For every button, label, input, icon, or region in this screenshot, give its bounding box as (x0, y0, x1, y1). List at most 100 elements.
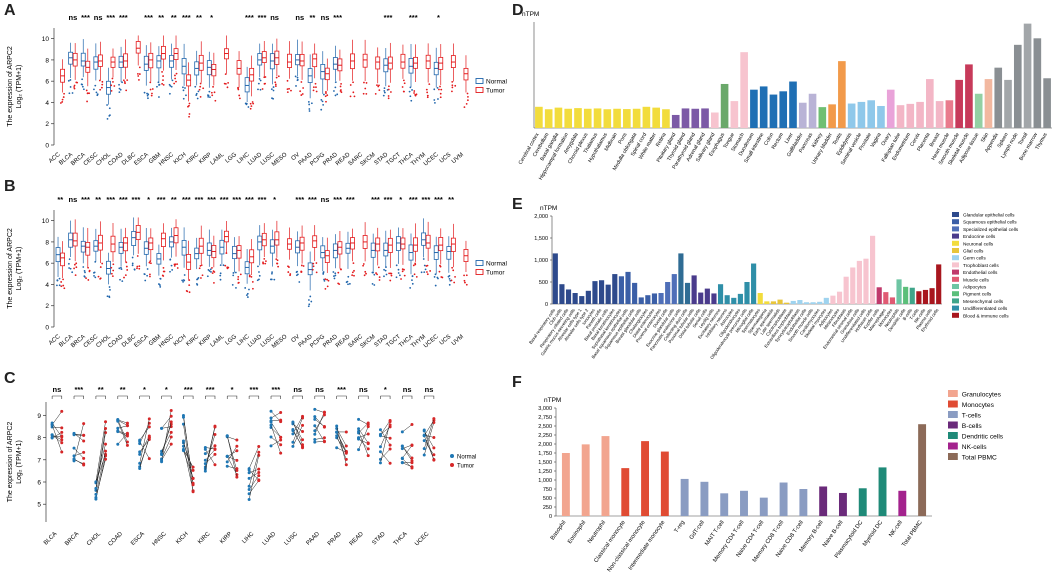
significance-label: ** (310, 13, 316, 22)
tumor-outlier (365, 82, 368, 84)
tumor-outlier (454, 275, 456, 278)
tumor-point (125, 431, 129, 435)
tumor-point (257, 478, 261, 482)
normal-point (422, 453, 426, 457)
tumor-outlier (300, 264, 303, 267)
significance-label: ns (321, 13, 330, 22)
normal-outlier (271, 271, 273, 274)
tumor-outlier (85, 277, 87, 280)
tumor-outlier (325, 91, 327, 93)
tumor-outlier (453, 281, 456, 284)
tumor-outlier (248, 275, 251, 278)
tumor-point (213, 447, 217, 451)
tumor-outlier (111, 275, 114, 278)
tumor-outlier (403, 268, 405, 271)
normal-point (378, 445, 382, 449)
normal-outlier (423, 264, 426, 267)
legend-tumor-swatch (450, 463, 454, 467)
bar (621, 468, 630, 516)
tumor-outlier (326, 285, 329, 288)
pair-line (183, 449, 194, 468)
normal-outlier (83, 275, 86, 278)
normal-outlier (208, 270, 211, 272)
tumor-outlier (97, 275, 100, 278)
normal-outlier (309, 295, 312, 298)
normal-outlier (347, 283, 349, 286)
x-tick-label: Liver (784, 132, 795, 145)
normal-point (269, 416, 273, 420)
bar (838, 61, 846, 129)
tumor-point (344, 430, 348, 434)
normal-outlier (93, 274, 95, 277)
tumor-point (432, 435, 436, 439)
normal-outlier (121, 280, 124, 283)
pair-line (205, 449, 216, 465)
y-tick-label: 3,000 (538, 406, 552, 412)
tumor-outlier (110, 84, 113, 87)
significance-label: ns (270, 13, 279, 22)
normal-point (357, 448, 361, 452)
significance-label: ** (120, 385, 126, 394)
bar (711, 293, 717, 304)
normal-outlier (308, 110, 311, 112)
chart-a-boxplot: The expression of ARPC2 Log₂ (TPM+1) 0 2 4 6 8… (7, 13, 508, 168)
normal-outlier (271, 272, 273, 275)
tumor-point (147, 457, 151, 461)
tumor-outlier (390, 91, 392, 93)
significance-label: *** (119, 195, 128, 204)
normal-point (181, 415, 185, 419)
normal-outlier (82, 266, 85, 268)
normal-outlier (348, 282, 351, 285)
tumor-point (60, 441, 64, 445)
significance-bracket (139, 395, 150, 399)
bar (612, 274, 618, 304)
normal-outlier (81, 78, 84, 81)
significance-label: *** (132, 195, 141, 204)
normal-outlier (298, 281, 301, 283)
tumor-outlier (325, 92, 327, 95)
tumor-box (123, 237, 129, 252)
normal-outlier (131, 262, 134, 265)
tumor-outlier (199, 96, 202, 98)
tumor-outlier (340, 89, 342, 91)
tumor-box (236, 245, 242, 259)
tumor-outlier (123, 81, 126, 83)
bar (819, 486, 828, 516)
bar (605, 284, 611, 304)
significance-label: * (143, 385, 146, 394)
tumor-outlier (264, 76, 267, 78)
pair-line (336, 428, 347, 447)
legend-label: Dendritic cells (962, 434, 1004, 441)
tumor-outlier (439, 85, 441, 88)
tumor-outlier (287, 265, 289, 268)
significance-bracket (270, 395, 281, 399)
tumor-outlier (199, 82, 202, 85)
tumor-outlier (188, 102, 191, 105)
tumor-point (344, 451, 348, 455)
normal-box (446, 246, 452, 260)
normal-point (291, 444, 295, 448)
panel-label-c: C (4, 370, 16, 387)
tumor-outlier (274, 83, 277, 86)
tumor-outlier (274, 85, 277, 88)
tumor-outlier (124, 274, 127, 277)
tumor-box (161, 45, 166, 60)
pair-line (95, 428, 106, 489)
normal-outlier (183, 274, 186, 276)
normal-outlier (56, 279, 59, 282)
tumor-outlier (378, 276, 381, 279)
pair-line (402, 444, 413, 449)
normal-outlier (371, 271, 374, 274)
normal-outlier (270, 88, 273, 91)
pair-line (52, 426, 62, 429)
bar (592, 281, 598, 304)
normal-point (291, 420, 295, 424)
normal-outlier (209, 268, 212, 271)
normal-outlier (258, 78, 261, 80)
normal-outlier (131, 256, 134, 259)
bar (665, 282, 671, 304)
tumor-point (388, 436, 392, 440)
normal-outlier (196, 97, 199, 100)
normal-outlier (170, 85, 173, 88)
